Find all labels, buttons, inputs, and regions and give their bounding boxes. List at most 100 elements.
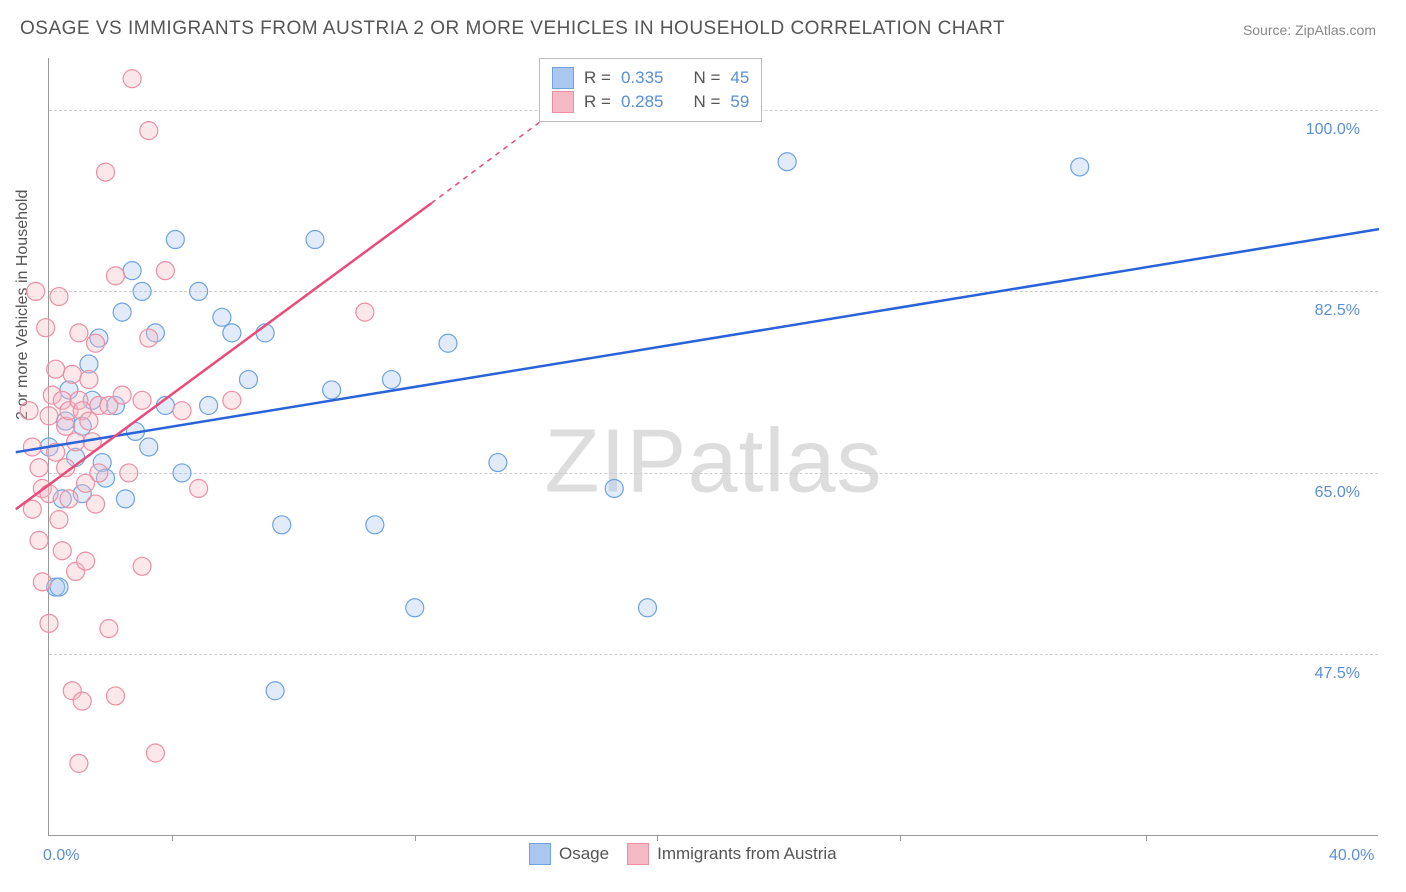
legend-N-value-austria: 59 — [730, 92, 749, 112]
scatter-point-austria — [133, 391, 151, 409]
scatter-point-austria — [63, 365, 81, 383]
legend-N-value-osage: 45 — [730, 68, 749, 88]
scatter-point-osage — [382, 371, 400, 389]
scatter-point-austria — [87, 495, 105, 513]
trend-line-austria — [16, 203, 432, 509]
scatter-point-austria — [40, 614, 58, 632]
scatter-point-austria — [30, 459, 48, 477]
scatter-point-austria — [80, 412, 98, 430]
scatter-point-austria — [90, 464, 108, 482]
scatter-point-osage — [366, 516, 384, 534]
scatter-svg — [49, 58, 1378, 835]
scatter-point-austria — [77, 552, 95, 570]
legend-label-osage: Osage — [559, 844, 609, 864]
scatter-point-austria — [80, 371, 98, 389]
scatter-point-osage — [306, 231, 324, 249]
scatter-point-austria — [123, 70, 141, 88]
scatter-point-austria — [70, 324, 88, 342]
scatter-point-osage — [123, 262, 141, 280]
legend-label-austria: Immigrants from Austria — [657, 844, 837, 864]
legend-swatch-austria — [552, 91, 574, 113]
scatter-point-austria — [120, 464, 138, 482]
x-tick — [657, 835, 658, 841]
legend-swatch-osage — [552, 67, 574, 89]
scatter-point-austria — [30, 531, 48, 549]
scatter-point-osage — [489, 454, 507, 472]
legend-N-label: N = — [693, 92, 720, 112]
scatter-point-austria — [356, 303, 374, 321]
scatter-point-austria — [33, 573, 51, 591]
chart-title: OSAGE VS IMMIGRANTS FROM AUSTRIA 2 OR MO… — [20, 18, 1005, 40]
scatter-point-osage — [406, 599, 424, 617]
scatter-point-osage — [113, 303, 131, 321]
scatter-point-austria — [107, 687, 125, 705]
scatter-point-austria — [50, 288, 68, 306]
x-tick — [1146, 835, 1147, 841]
scatter-point-austria — [23, 438, 41, 456]
scatter-point-austria — [57, 417, 75, 435]
x-tick — [415, 835, 416, 841]
scatter-point-austria — [100, 620, 118, 638]
scatter-point-osage — [266, 682, 284, 700]
scatter-point-austria — [97, 163, 115, 181]
trend-line-osage — [16, 229, 1379, 452]
legend-stats: R = 0.335 N = 45 R = 0.285 N = 59 — [539, 58, 762, 122]
scatter-point-austria — [37, 319, 55, 337]
scatter-point-austria — [40, 407, 58, 425]
legend-series: Osage Immigrants from Austria — [529, 843, 837, 865]
scatter-point-austria — [60, 490, 78, 508]
source-label: Source: ZipAtlas.com — [1243, 22, 1376, 38]
scatter-point-osage — [50, 578, 68, 596]
scatter-point-osage — [133, 282, 151, 300]
legend-swatch-bottom-osage — [529, 843, 551, 865]
legend-item-osage: Osage — [529, 843, 609, 865]
scatter-point-austria — [140, 329, 158, 347]
scatter-point-osage — [240, 371, 258, 389]
legend-R-label: R = — [584, 68, 611, 88]
scatter-point-osage — [639, 599, 657, 617]
scatter-point-osage — [116, 490, 134, 508]
scatter-point-osage — [778, 153, 796, 171]
scatter-point-austria — [73, 692, 91, 710]
scatter-point-osage — [273, 516, 291, 534]
scatter-point-austria — [87, 334, 105, 352]
legend-stat-row-osage: R = 0.335 N = 45 — [552, 67, 749, 89]
legend-stat-row-austria: R = 0.285 N = 59 — [552, 91, 749, 113]
legend-R-value-austria: 0.285 — [621, 92, 664, 112]
scatter-point-austria — [53, 542, 71, 560]
x-range-label: 0.0% — [43, 847, 79, 865]
scatter-point-austria — [47, 360, 65, 378]
scatter-point-austria — [27, 282, 45, 300]
chart-container: OSAGE VS IMMIGRANTS FROM AUSTRIA 2 OR MO… — [0, 0, 1406, 892]
legend-N-label: N = — [693, 68, 720, 88]
scatter-point-austria — [146, 744, 164, 762]
x-tick — [900, 835, 901, 841]
scatter-point-osage — [140, 438, 158, 456]
x-range-label: 40.0% — [1329, 847, 1374, 865]
legend-swatch-bottom-austria — [627, 843, 649, 865]
x-tick — [172, 835, 173, 841]
scatter-point-austria — [173, 402, 191, 420]
y-axis-label: 2 or more Vehicles in Household — [14, 190, 32, 420]
scatter-point-austria — [223, 391, 241, 409]
scatter-point-austria — [50, 511, 68, 529]
scatter-point-austria — [190, 479, 208, 497]
scatter-point-austria — [156, 262, 174, 280]
legend-item-austria: Immigrants from Austria — [627, 843, 837, 865]
scatter-point-osage — [323, 381, 341, 399]
legend-R-value-osage: 0.335 — [621, 68, 664, 88]
scatter-point-austria — [107, 267, 125, 285]
scatter-point-austria — [113, 386, 131, 404]
scatter-point-osage — [173, 464, 191, 482]
scatter-point-austria — [20, 402, 38, 420]
scatter-point-osage — [1071, 158, 1089, 176]
scatter-point-osage — [439, 334, 457, 352]
scatter-point-osage — [200, 397, 218, 415]
plot-area: ZIPatlas 47.5%65.0%82.5%100.0% R =0.335N… — [48, 58, 1378, 836]
legend-R-label: R = — [584, 92, 611, 112]
scatter-point-austria — [133, 557, 151, 575]
scatter-point-osage — [223, 324, 241, 342]
scatter-point-austria — [140, 122, 158, 140]
scatter-point-austria — [40, 485, 58, 503]
scatter-point-osage — [190, 282, 208, 300]
